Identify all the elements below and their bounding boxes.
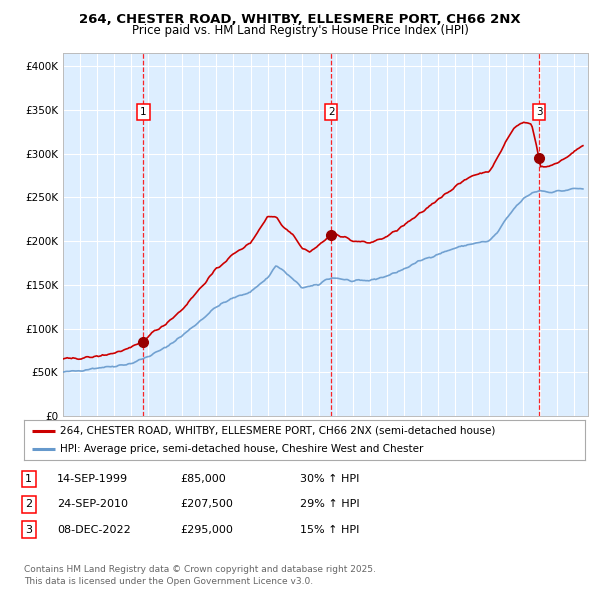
Text: 2: 2 xyxy=(25,500,32,509)
Text: 14-SEP-1999: 14-SEP-1999 xyxy=(57,474,128,484)
Text: 29% ↑ HPI: 29% ↑ HPI xyxy=(300,500,359,509)
Text: £85,000: £85,000 xyxy=(180,474,226,484)
Text: 08-DEC-2022: 08-DEC-2022 xyxy=(57,525,131,535)
Text: Price paid vs. HM Land Registry's House Price Index (HPI): Price paid vs. HM Land Registry's House … xyxy=(131,24,469,37)
Text: 2: 2 xyxy=(328,107,334,117)
Text: 3: 3 xyxy=(536,107,542,117)
Text: 264, CHESTER ROAD, WHITBY, ELLESMERE PORT, CH66 2NX: 264, CHESTER ROAD, WHITBY, ELLESMERE POR… xyxy=(79,13,521,26)
Text: 264, CHESTER ROAD, WHITBY, ELLESMERE PORT, CH66 2NX (semi-detached house): 264, CHESTER ROAD, WHITBY, ELLESMERE POR… xyxy=(61,426,496,436)
Text: 24-SEP-2010: 24-SEP-2010 xyxy=(57,500,128,509)
Text: £207,500: £207,500 xyxy=(180,500,233,509)
Text: 3: 3 xyxy=(25,525,32,535)
Text: 1: 1 xyxy=(140,107,146,117)
Text: 30% ↑ HPI: 30% ↑ HPI xyxy=(300,474,359,484)
Text: Contains HM Land Registry data © Crown copyright and database right 2025.
This d: Contains HM Land Registry data © Crown c… xyxy=(24,565,376,586)
Text: 15% ↑ HPI: 15% ↑ HPI xyxy=(300,525,359,535)
Text: £295,000: £295,000 xyxy=(180,525,233,535)
Text: HPI: Average price, semi-detached house, Cheshire West and Chester: HPI: Average price, semi-detached house,… xyxy=(61,444,424,454)
Text: 1: 1 xyxy=(25,474,32,484)
